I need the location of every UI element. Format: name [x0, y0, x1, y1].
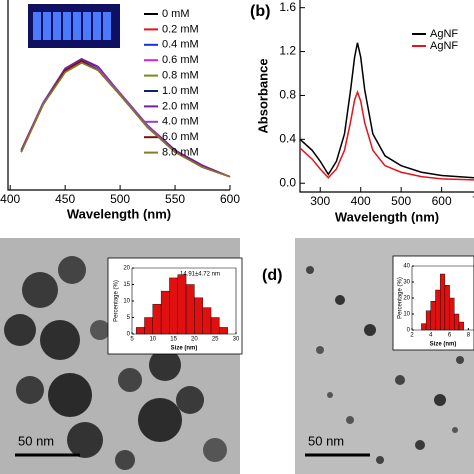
y-tick-label: 30	[403, 280, 410, 286]
y-tick-label: 10	[123, 299, 130, 305]
y-tick-label: 40	[403, 264, 410, 270]
bar	[435, 289, 441, 331]
x-tick-label: 700	[472, 194, 474, 208]
bar	[160, 290, 170, 335]
legend-label: AgNF	[430, 40, 458, 52]
bar	[210, 317, 220, 335]
y-tick-label: 5	[127, 315, 131, 321]
legend-label: 6.0 mM	[162, 131, 199, 143]
x-tick-label: 500	[391, 194, 411, 208]
bar	[444, 285, 450, 331]
y-tick-label: 1.2	[279, 44, 296, 58]
line	[299, 42, 474, 179]
legend-label: 0.6 mM	[162, 54, 199, 66]
y-axis-label: Percentage (%)	[398, 277, 404, 319]
bar	[458, 321, 464, 331]
bar	[421, 323, 427, 331]
x-tick-label: 8	[467, 333, 471, 339]
y-tick-label: 0	[127, 332, 131, 338]
bar	[219, 327, 228, 335]
legend-label: 4.0 mM	[162, 116, 199, 128]
x-tick-label: 2	[410, 333, 414, 339]
bar	[185, 284, 195, 335]
bar	[177, 274, 187, 335]
x-tick-label: 30	[233, 337, 240, 343]
y-tick-label: 1.6	[279, 0, 296, 14]
bar	[454, 313, 460, 331]
axis-frame	[411, 265, 474, 331]
bar	[449, 297, 455, 331]
line	[299, 89, 474, 181]
x-tick-label: 500	[110, 192, 130, 206]
legend-label: AgNF	[430, 28, 458, 40]
bar	[144, 317, 153, 335]
legend-label: 1.0 mM	[162, 85, 199, 97]
y-tick-label: 0.8	[279, 88, 296, 102]
x-axis-label: Wavelength (nm)	[67, 206, 171, 221]
bar	[169, 277, 178, 335]
y-axis-label: Absorbance	[255, 58, 270, 133]
bar	[430, 301, 436, 331]
vial-photo	[28, 4, 120, 48]
x-tick-label: 550	[165, 192, 185, 206]
x-tick-label: 6	[448, 333, 452, 339]
y-tick-label: 0.0	[279, 175, 296, 189]
x-tick-label: 400	[0, 192, 20, 206]
legend-label: 0.8 mM	[162, 70, 199, 82]
y-tick-label: 0.4	[279, 132, 296, 146]
bar	[152, 304, 162, 335]
legend-label: 8.0 mM	[162, 147, 199, 159]
x-tick-label: 4	[429, 333, 433, 339]
bar	[425, 310, 431, 331]
x-tick-label: 10	[149, 337, 156, 343]
x-tick-label: 25	[212, 337, 219, 343]
y-axis-label: Percentage (%)	[114, 280, 120, 322]
x-tick-label: 400	[351, 194, 371, 208]
x-tick-label: 600	[220, 192, 240, 206]
y-tick-label: 10	[403, 312, 410, 318]
x-axis-label: Size (nm)	[430, 342, 457, 348]
panel-label: (b)	[250, 3, 270, 20]
bar	[439, 273, 446, 331]
bar	[202, 307, 212, 335]
x-axis-label: Size (nm)	[171, 346, 198, 352]
scale-label: 50 nm	[18, 433, 54, 448]
x-tick-label: 300	[310, 194, 330, 208]
x-tick-label: 5	[130, 337, 134, 343]
x-tick-label: 15	[170, 337, 177, 343]
axis-frame	[7, 0, 230, 191]
x-tick-label: 450	[55, 192, 75, 206]
y-tick-label: 0	[407, 328, 411, 334]
legend-label: 0.4 mM	[162, 39, 199, 51]
x-tick-label: 600	[432, 194, 452, 208]
x-axis-label: Wavelength (nm)	[335, 209, 439, 224]
bar	[194, 297, 203, 335]
line	[20, 61, 231, 178]
axis-frame	[131, 267, 237, 335]
axis-frame	[299, 0, 474, 193]
x-tick-label: 20	[191, 337, 198, 343]
legend-label: 2.0 mM	[162, 100, 199, 112]
y-tick-label: 20	[403, 296, 410, 302]
annotation: 14.91±4.72 nm	[180, 272, 220, 278]
y-tick-label: 15	[123, 282, 130, 288]
legend-label: 0.2 mM	[162, 23, 199, 35]
scale-label: 50 nm	[308, 433, 344, 448]
panel-label: (d)	[262, 267, 282, 284]
legend-label: 0 mM	[162, 8, 190, 20]
bar	[135, 327, 145, 335]
y-tick-label: 20	[123, 266, 130, 272]
